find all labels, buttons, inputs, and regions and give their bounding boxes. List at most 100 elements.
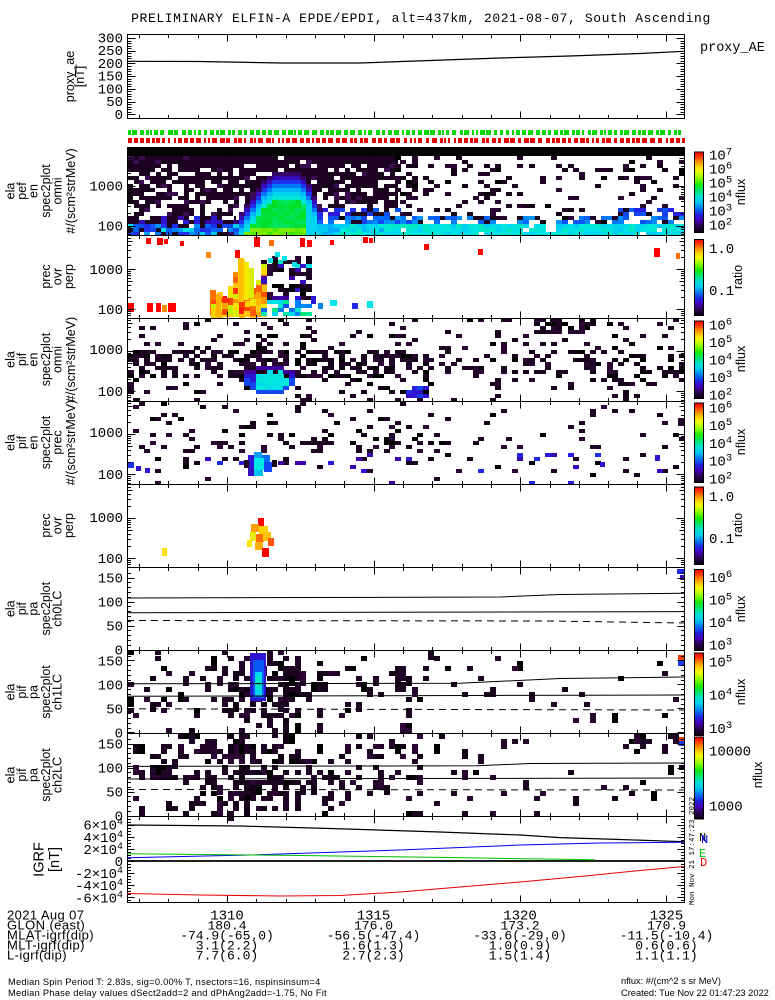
svg-text:E: E <box>699 847 706 861</box>
svg-text:7.7(6.0): 7.7(6.0) <box>196 949 258 964</box>
svg-text:150: 150 <box>98 738 123 754</box>
svg-text:1325: 1325 <box>650 909 684 925</box>
svg-text:en: en <box>27 436 41 450</box>
svg-text:perp: perp <box>62 513 76 538</box>
svg-text:spec2plot: spec2plot <box>39 748 53 802</box>
svg-text:proxy_AE: proxy_AE <box>700 41 765 56</box>
svg-text:0: 0 <box>115 108 123 124</box>
svg-text:ela: ela <box>4 684 18 701</box>
svg-text:2.7(2.3): 2.7(2.3) <box>342 949 404 964</box>
svg-text:spec2plot: spec2plot <box>39 164 53 218</box>
svg-text:4×104: 4×104 <box>83 830 123 847</box>
svg-text:1.1(1.1): 1.1(1.1) <box>635 949 697 964</box>
svg-text:nflux: nflux <box>734 428 748 455</box>
svg-text:100: 100 <box>98 596 123 612</box>
svg-text:170.9: 170.9 <box>647 919 686 934</box>
svg-text:#/(scm²strMeV): #/(scm²strMeV) <box>64 317 78 402</box>
svg-text:spec2plot: spec2plot <box>39 665 53 719</box>
svg-text:-74.9(-65.0): -74.9(-65.0) <box>180 929 274 944</box>
svg-text:100: 100 <box>98 762 123 778</box>
svg-text:1000: 1000 <box>89 343 123 359</box>
svg-text:173.2: 173.2 <box>500 919 539 934</box>
svg-text:nflux: nflux <box>734 595 748 622</box>
svg-text:spec2plot: spec2plot <box>39 581 53 635</box>
svg-text:1.6(1.3): 1.6(1.3) <box>342 939 404 954</box>
svg-text:pif: pif <box>15 768 29 782</box>
svg-text:ela: ela <box>4 183 18 200</box>
svg-text:100: 100 <box>98 468 123 484</box>
svg-text:prec: prec <box>39 513 53 537</box>
svg-text:0.1: 0.1 <box>709 532 734 548</box>
svg-text:Created: Tue Nov 22 01:47:23 2: Created: Tue Nov 22 01:47:23 2022 <box>621 988 769 998</box>
svg-text:6×104: 6×104 <box>83 818 123 835</box>
svg-text:-33.6(-29.0): -33.6(-29.0) <box>473 929 567 944</box>
svg-text:0.6(0.6): 0.6(0.6) <box>635 939 697 954</box>
svg-text:150: 150 <box>98 70 123 86</box>
svg-text:MLT-igrf(dip): MLT-igrf(dip) <box>7 938 85 953</box>
svg-text:176.0: 176.0 <box>354 919 393 934</box>
svg-text:1320: 1320 <box>503 909 537 925</box>
svg-text:IGRF: IGRF <box>32 842 48 877</box>
svg-text:Median Spin Period T: 2.83s, s: Median Spin Period T: 2.83s, sig=0.00% T… <box>8 977 321 987</box>
svg-text:nflux: #/(cm^2 s sr MeV): nflux: #/(cm^2 s sr MeV) <box>621 976 721 986</box>
svg-text:en: en <box>27 353 41 367</box>
svg-text:pif: pif <box>15 352 29 366</box>
svg-text:100: 100 <box>98 679 123 695</box>
svg-text:50: 50 <box>106 703 123 719</box>
svg-text:nflux: nflux <box>734 345 748 372</box>
svg-text:2×104: 2×104 <box>83 842 123 859</box>
svg-text:-11.5(-10.4): -11.5(-10.4) <box>620 929 714 944</box>
svg-text:1000: 1000 <box>89 263 123 279</box>
svg-text:nflux: nflux <box>751 761 765 788</box>
svg-text:prec: prec <box>39 264 53 288</box>
svg-text:1.0: 1.0 <box>709 242 734 258</box>
svg-text:1315: 1315 <box>357 909 391 925</box>
svg-text:180.4: 180.4 <box>207 919 246 934</box>
svg-text:ratio: ratio <box>731 265 745 289</box>
svg-text:150: 150 <box>98 655 123 671</box>
svg-text:N: N <box>699 831 706 845</box>
svg-text:pif: pif <box>15 602 29 616</box>
svg-text:spec2plot: spec2plot <box>39 332 53 386</box>
svg-text:MLAT-igrf(dip): MLAT-igrf(dip) <box>7 928 94 943</box>
svg-text:50: 50 <box>106 786 123 802</box>
svg-text:2021 Aug 07: 2021 Aug 07 <box>7 908 84 923</box>
svg-text:300: 300 <box>98 32 123 48</box>
svg-text:-4×104: -4×104 <box>75 878 123 895</box>
svg-text:1000: 1000 <box>89 511 123 527</box>
svg-text:pa: pa <box>27 602 41 616</box>
svg-text:L-igrf(dip): L-igrf(dip) <box>7 948 67 963</box>
svg-text:1.0(0.9): 1.0(0.9) <box>489 939 551 954</box>
svg-text:0: 0 <box>115 810 123 826</box>
svg-text:GLON (east): GLON (east) <box>7 918 85 933</box>
svg-text:-2×104: -2×104 <box>75 866 123 883</box>
svg-text:100: 100 <box>98 220 123 236</box>
svg-text:1000: 1000 <box>89 426 123 442</box>
svg-text:pef: pef <box>15 182 29 200</box>
svg-text:prec: prec <box>51 430 65 454</box>
svg-text:250: 250 <box>98 44 123 60</box>
svg-text:ela: ela <box>4 600 18 617</box>
svg-text:0: 0 <box>115 727 123 743</box>
svg-text:0.1: 0.1 <box>709 284 734 300</box>
svg-text:Mon Nov 21 17:47:23 2022: Mon Nov 21 17:47:23 2022 <box>689 797 697 905</box>
svg-text:en: en <box>27 184 41 198</box>
svg-text:[nT]: [nT] <box>73 66 87 88</box>
svg-text:proxy_ae: proxy_ae <box>63 51 77 102</box>
svg-text:100: 100 <box>98 552 123 568</box>
svg-text:1310: 1310 <box>210 909 244 925</box>
svg-text:nflux: nflux <box>734 678 748 705</box>
svg-text:Median Phase delay values dSec: Median Phase delay values dSect2add=2 an… <box>8 988 327 998</box>
svg-text:0: 0 <box>115 644 123 660</box>
svg-text:100: 100 <box>98 82 123 98</box>
svg-text:ratio: ratio <box>731 513 745 537</box>
svg-text:perp: perp <box>62 264 76 289</box>
svg-text:pif: pif <box>15 685 29 699</box>
svg-text:3.1(2.2): 3.1(2.2) <box>196 939 258 954</box>
svg-text:1000: 1000 <box>89 180 123 196</box>
svg-text:100: 100 <box>98 303 123 319</box>
svg-text:pif: pif <box>15 435 29 449</box>
svg-text:-56.5(-47.4): -56.5(-47.4) <box>327 929 421 944</box>
svg-text:1000: 1000 <box>709 799 743 815</box>
svg-text:10000: 10000 <box>709 745 751 761</box>
